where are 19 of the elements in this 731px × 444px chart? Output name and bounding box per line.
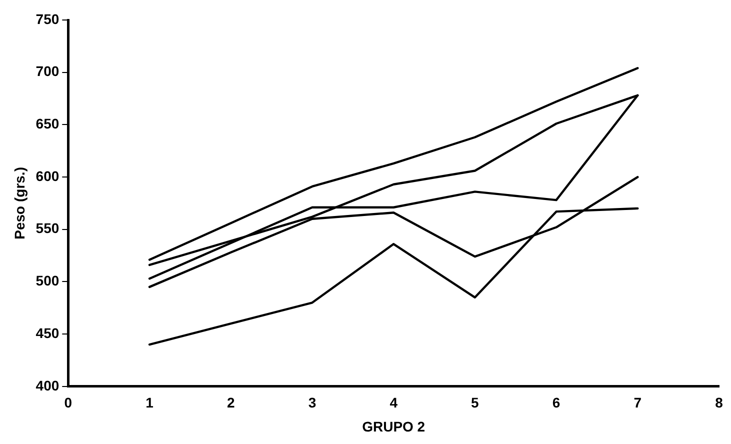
x-axis-title: GRUPO 2 xyxy=(362,418,426,434)
x-tick-label: 4 xyxy=(390,394,398,411)
x-tick-label: 3 xyxy=(308,394,316,411)
y-tick-label: 750 xyxy=(36,10,60,27)
x-tick-label: 5 xyxy=(471,394,480,411)
y-tick-label: 600 xyxy=(36,168,60,184)
x-tick-label: 7 xyxy=(634,394,642,411)
x-tick-label: 2 xyxy=(226,394,235,411)
y-tick-label: 700 xyxy=(36,63,60,80)
y-axis-title: Peso (grs.) xyxy=(11,167,28,240)
x-tick-label: 6 xyxy=(552,394,560,411)
y-tick-label: 400 xyxy=(36,377,60,394)
x-tick-label: 0 xyxy=(64,394,72,411)
x-tick-label: 1 xyxy=(146,394,154,411)
x-tick-label: 8 xyxy=(715,394,724,411)
y-tick-label: 500 xyxy=(36,272,60,289)
y-tick-label: 450 xyxy=(36,324,60,341)
y-tick-label: 650 xyxy=(36,116,60,132)
y-tick-label: 550 xyxy=(36,220,60,236)
